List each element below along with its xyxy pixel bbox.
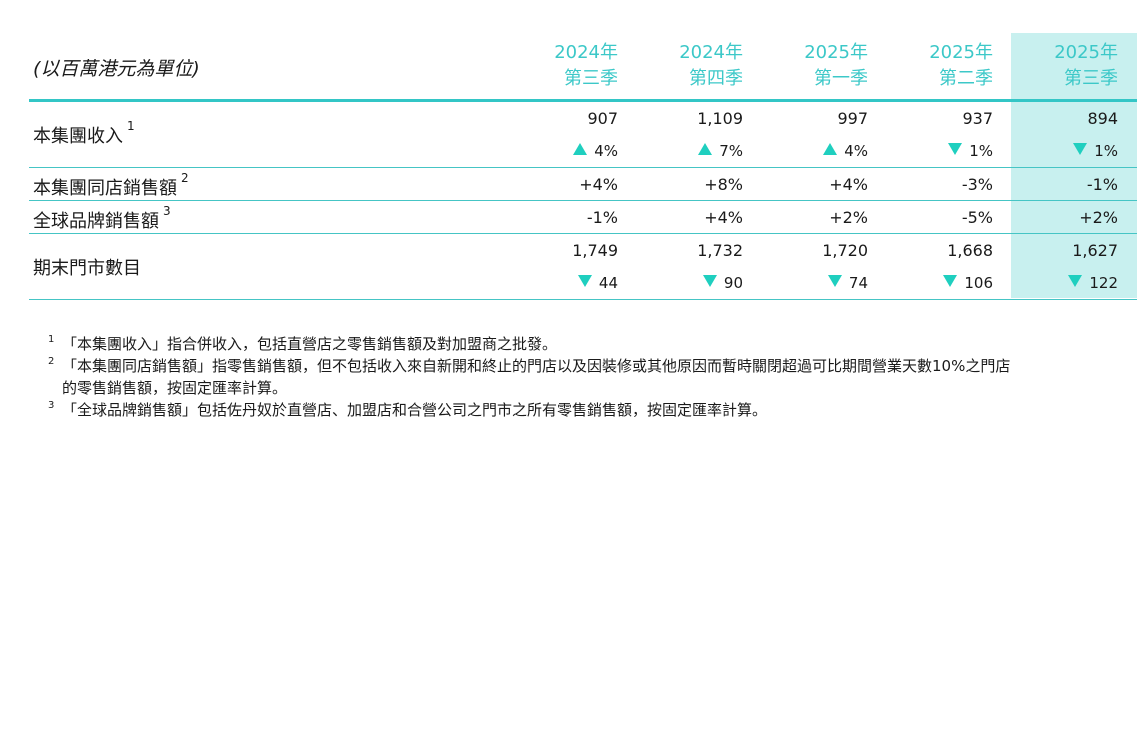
footnote-ref: 2 (181, 171, 189, 185)
footnote-ref: 1 (127, 119, 135, 133)
triangle-up-icon (573, 143, 588, 155)
value-cell: +4% (829, 175, 868, 194)
triangle-down-icon (1068, 275, 1083, 287)
period-quarter: 第四季 (689, 68, 743, 89)
period-quarter: 第一季 (814, 68, 868, 89)
period-header: 2024年 第三季 (511, 33, 636, 99)
footnote-number: 2 (48, 356, 55, 367)
value-cell: 997 4% (761, 102, 886, 167)
footnote-1: 1 「本集團收入」指合併收入，包括直營店之零售銷售額及對加盟商之批發。 (48, 333, 1137, 355)
value-cell: -5% (961, 208, 993, 227)
value-cell: +2% (1079, 208, 1118, 227)
triangle-down-icon (577, 275, 592, 287)
value-cell: 894 1% (1011, 102, 1136, 167)
period-header: 2024年 第四季 (636, 33, 761, 99)
value-cell: +8% (704, 175, 743, 194)
row-label: 全球品牌銷售額 3 (33, 204, 171, 232)
period-year: 2025年 (1054, 42, 1118, 63)
value-cell: -1% (1086, 175, 1118, 194)
header-label-cell: (以百萬港元為單位) (29, 33, 511, 99)
row-label: 期末門市數目 (33, 258, 141, 279)
current-quarter-highlight (1011, 33, 1137, 298)
value-cell: 1,627 122 (1011, 234, 1136, 299)
row-label: 本集團收入 1 (33, 119, 135, 147)
triangle-down-icon (702, 275, 717, 287)
footnote-text: 「本集團收入」指合併收入，包括直營店之零售銷售額及對加盟商之批發。 (62, 335, 558, 353)
table-row-same-store-sales: 本集團同店銷售額 2 +4% +8% +4% -3% -1% (29, 168, 1137, 201)
value-cell: 1,732 90 (697, 241, 743, 292)
triangle-down-icon (827, 275, 842, 287)
triangle-down-icon (1073, 143, 1088, 155)
table-row-store-count: 期末門市數目 1,749 44 1,732 90 1,720 74 1,668 … (29, 234, 1137, 300)
value-cell: -3% (961, 175, 993, 194)
triangle-up-icon (698, 143, 713, 155)
footnote-text: 「本集團同店銷售額」指零售銷售額，但不包括收入來自新開和終止的門店以及因裝修或其… (62, 357, 1011, 375)
period-quarter: 第二季 (939, 68, 993, 89)
quarterly-results-table: (以百萬港元為單位) 2024年 第三季 2024年 第四季 2025年 第一季… (29, 33, 1137, 300)
period-year: 2025年 (804, 42, 868, 63)
value-cell: 1,668 106 (886, 234, 1011, 299)
value-cell: -1% (586, 208, 618, 227)
table-row-group-revenue: 本集團收入 1 907 4% 1,109 7% 997 4% 937 1% 894… (29, 102, 1137, 168)
triangle-up-icon (823, 143, 838, 155)
footnote-number: 1 (48, 334, 55, 345)
period-year: 2025年 (929, 42, 993, 63)
period-header: 2025年 第二季 (886, 33, 1011, 99)
period-quarter: 第三季 (564, 68, 618, 89)
footnotes: 1 「本集團收入」指合併收入，包括直營店之零售銷售額及對加盟商之批發。 2 「本… (48, 333, 1137, 421)
value-cell: 1,720 74 (822, 241, 868, 292)
value-cell: +4% (704, 208, 743, 227)
value-cell: 937 1% (886, 102, 1011, 167)
triangle-down-icon (948, 143, 963, 155)
row-label: 本集團同店銷售額 2 (33, 171, 189, 199)
footnote-number: 3 (48, 400, 55, 411)
value-cell: 1,749 44 (572, 241, 618, 292)
period-quarter: 第三季 (1064, 68, 1118, 89)
table-row-global-brand-sales: 全球品牌銷售額 3 -1% +4% +2% -5% +2% (29, 201, 1137, 234)
value-cell: +4% (579, 175, 618, 194)
footnote-ref: 3 (163, 204, 171, 218)
footnote-text: 「全球品牌銷售額」包括佐丹奴於直營店、加盟店和合營公司之門市之所有零售銷售額，按… (62, 401, 768, 419)
footnote-text: 的零售銷售額，按固定匯率計算。 (62, 379, 288, 397)
value-cell: 907 4% (511, 102, 636, 167)
value-cell: +2% (829, 208, 868, 227)
period-year: 2024年 (679, 42, 743, 63)
unit-label: (以百萬港元為單位) (33, 58, 200, 80)
footnote-3: 3 「全球品牌銷售額」包括佐丹奴於直營店、加盟店和合營公司之門市之所有零售銷售額… (48, 399, 1137, 421)
period-header: 2025年 第一季 (761, 33, 886, 99)
table-header-row: (以百萬港元為單位) 2024年 第三季 2024年 第四季 2025年 第一季… (29, 33, 1137, 102)
value-cell: 1,109 7% (697, 109, 743, 160)
period-header-current: 2025年 第三季 (1011, 33, 1136, 99)
footnote-2: 2 「本集團同店銷售額」指零售銷售額，但不包括收入來自新開和終止的門店以及因裝修… (48, 355, 1137, 377)
period-year: 2024年 (554, 42, 618, 63)
triangle-down-icon (943, 275, 958, 287)
footnote-2-continuation: 的零售銷售額，按固定匯率計算。 (48, 377, 1137, 399)
